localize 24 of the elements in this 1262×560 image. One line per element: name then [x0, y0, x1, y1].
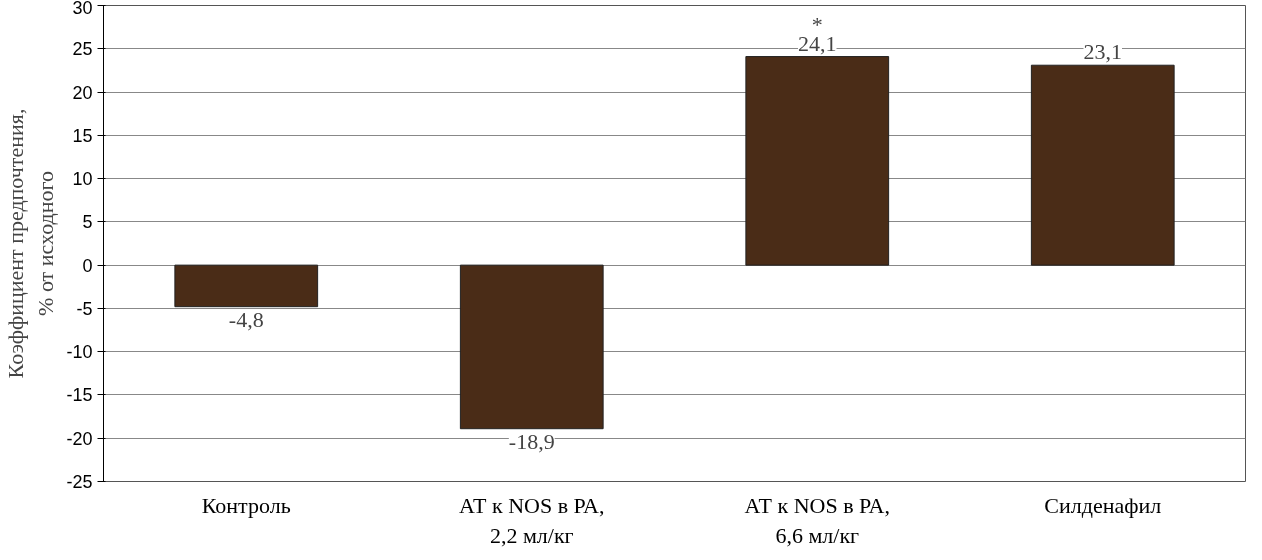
y-tick-label: 30 — [72, 0, 93, 18]
data-label: -4,8 — [228, 306, 264, 332]
y-tick-label: 20 — [72, 82, 93, 103]
x-tick-label: Контроль — [201, 492, 291, 518]
y-axis-title: Коэффициент предпочтения, % от исходного — [3, 108, 59, 379]
bar — [174, 264, 319, 308]
bar — [745, 56, 890, 266]
x-tick-label: Силденафил — [1044, 492, 1162, 518]
y-tick-label: -5 — [76, 298, 93, 319]
y-tick-label: 10 — [72, 169, 93, 190]
data-label: -18,9 — [508, 428, 555, 454]
y-tick-label: -10 — [66, 342, 93, 363]
bar — [1030, 64, 1175, 266]
y-tick-label: -20 — [66, 428, 93, 449]
y-tick-label: 5 — [82, 212, 93, 233]
bar — [459, 264, 604, 430]
y-tick-label: 0 — [82, 255, 93, 276]
y-tick-label: 15 — [72, 125, 93, 146]
data-label: 23,1 — [1083, 39, 1122, 65]
y-tick-label: -25 — [66, 472, 93, 492]
y-tick-label: -15 — [66, 385, 93, 406]
x-tick-label: АТ к NOS в РА, 6,6 мл/кг — [744, 492, 890, 548]
x-tick-label: АТ к NOS в РА, 2,2 мл/кг — [459, 492, 605, 548]
y-tick-label: 25 — [72, 39, 93, 60]
